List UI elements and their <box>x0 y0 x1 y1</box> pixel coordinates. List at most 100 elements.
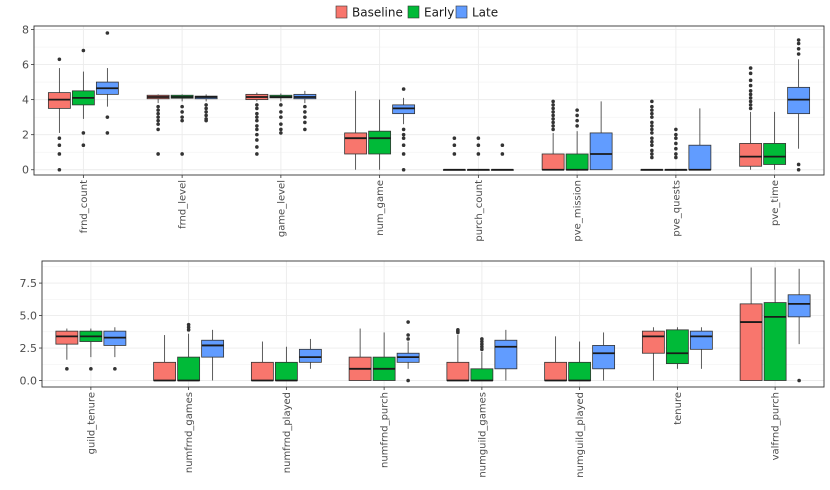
box-body <box>368 130 392 155</box>
outlier-point <box>500 143 505 147</box>
outlier-point <box>57 136 62 140</box>
box-late-numfrnd_purch <box>396 320 420 383</box>
box-body <box>688 144 712 171</box>
outlier-point <box>89 367 93 371</box>
box-body <box>787 294 811 318</box>
box-late-num_game <box>392 87 416 172</box>
outlier-point <box>204 103 208 107</box>
outlier-point <box>551 120 555 125</box>
box-body <box>763 302 787 381</box>
outlier-point <box>279 103 283 107</box>
category-label: frnd_level <box>178 180 189 229</box>
outlier-point <box>575 113 579 118</box>
outlier-point <box>81 48 86 53</box>
outlier-point <box>480 337 484 341</box>
box-late-game_level <box>293 90 317 132</box>
outlier-point <box>180 110 184 114</box>
outlier-point <box>279 110 283 114</box>
outlier-point <box>81 143 86 147</box>
outlier-point <box>279 122 283 126</box>
outlier-point <box>180 152 184 156</box>
box-early-numfrnd_purch <box>372 332 396 381</box>
outlier-point <box>105 31 110 35</box>
outlier-point <box>204 106 208 111</box>
legend-key-late <box>455 5 468 19</box>
box-early-pve_quests <box>664 127 688 171</box>
outlier-point <box>797 378 801 383</box>
category-label: numguild_played <box>575 392 586 478</box>
category-label: valfrnd_purch <box>771 392 782 460</box>
outlier-point <box>279 131 283 135</box>
outlier-point <box>748 89 753 93</box>
outlier-point <box>406 337 410 341</box>
outlier-point <box>186 325 191 330</box>
outlier-point <box>401 132 406 137</box>
box-early-purch_count <box>466 136 490 171</box>
box-body <box>665 329 689 365</box>
box-body <box>446 361 470 381</box>
outlier-point <box>180 115 184 119</box>
y-tick-label: 2.5 <box>20 342 38 355</box>
outlier-point <box>452 152 457 156</box>
legend-label-late: Late <box>472 6 498 20</box>
outlier-point <box>500 152 505 156</box>
box-early-frnd_level <box>170 94 194 156</box>
outlier-point <box>476 136 481 140</box>
outlier-point <box>551 117 555 121</box>
outlier-point <box>650 139 654 144</box>
category-label: tenure <box>673 392 684 425</box>
outlier-point <box>748 96 753 100</box>
outlier-point <box>452 143 457 147</box>
outlier-point <box>551 127 555 132</box>
outlier-point <box>650 131 654 135</box>
outlier-point <box>401 152 406 156</box>
outlier-point <box>796 162 801 167</box>
box-baseline-game_level <box>245 92 269 156</box>
box-baseline-numfrnd_played <box>250 341 274 382</box>
outlier-point <box>401 167 406 172</box>
box-body <box>739 143 763 167</box>
outlier-point <box>650 152 654 156</box>
outlier-point <box>156 152 160 156</box>
box-baseline-numfrnd_purch <box>348 328 372 381</box>
top-panel: 0 2 4 6 8 frnd_count frnd_level game_level num_g… <box>22 24 825 242</box>
box-late-frnd_count <box>95 31 119 135</box>
y-tick-label: 0 <box>22 164 29 177</box>
outlier-point <box>748 106 753 111</box>
outlier-point <box>575 124 579 128</box>
outlier-point <box>476 152 481 156</box>
y-tick-label: 2 <box>22 129 29 142</box>
category-label: game_level <box>276 180 287 237</box>
box-baseline-pve_mission <box>541 99 565 171</box>
box-body <box>592 345 616 370</box>
y-tick-label: 4 <box>22 94 29 107</box>
panel-border <box>33 25 825 176</box>
outlier-point <box>81 131 86 135</box>
box-late-purch_count <box>490 143 514 171</box>
outlier-point <box>255 106 259 111</box>
outlier-point <box>650 143 654 147</box>
outlier-point <box>551 124 555 128</box>
legend-key-early <box>407 5 420 19</box>
box-body <box>565 153 589 171</box>
y-tick-label: 0.0 <box>20 375 38 388</box>
box-late-numguild_played <box>592 332 616 381</box>
outlier-point <box>674 155 678 160</box>
outlier-point <box>796 52 801 56</box>
outlier-point <box>748 99 753 104</box>
outlier-point <box>674 146 678 151</box>
box-early-numguild_played <box>568 341 592 382</box>
outlier-point <box>255 152 259 156</box>
outlier-point <box>650 99 654 104</box>
box-early-tenure <box>665 327 689 369</box>
box-baseline-purch_count <box>442 136 466 171</box>
outlier-point <box>303 115 307 119</box>
outlier-point <box>279 127 283 132</box>
outlier-point <box>156 127 160 132</box>
outlier-point <box>650 104 654 109</box>
box-early-guild_tenure <box>79 328 103 371</box>
box-baseline-guild_tenure <box>55 328 79 371</box>
legend: Baseline Early Late <box>335 5 498 20</box>
outlier-point <box>575 118 579 123</box>
outlier-point <box>186 328 191 332</box>
